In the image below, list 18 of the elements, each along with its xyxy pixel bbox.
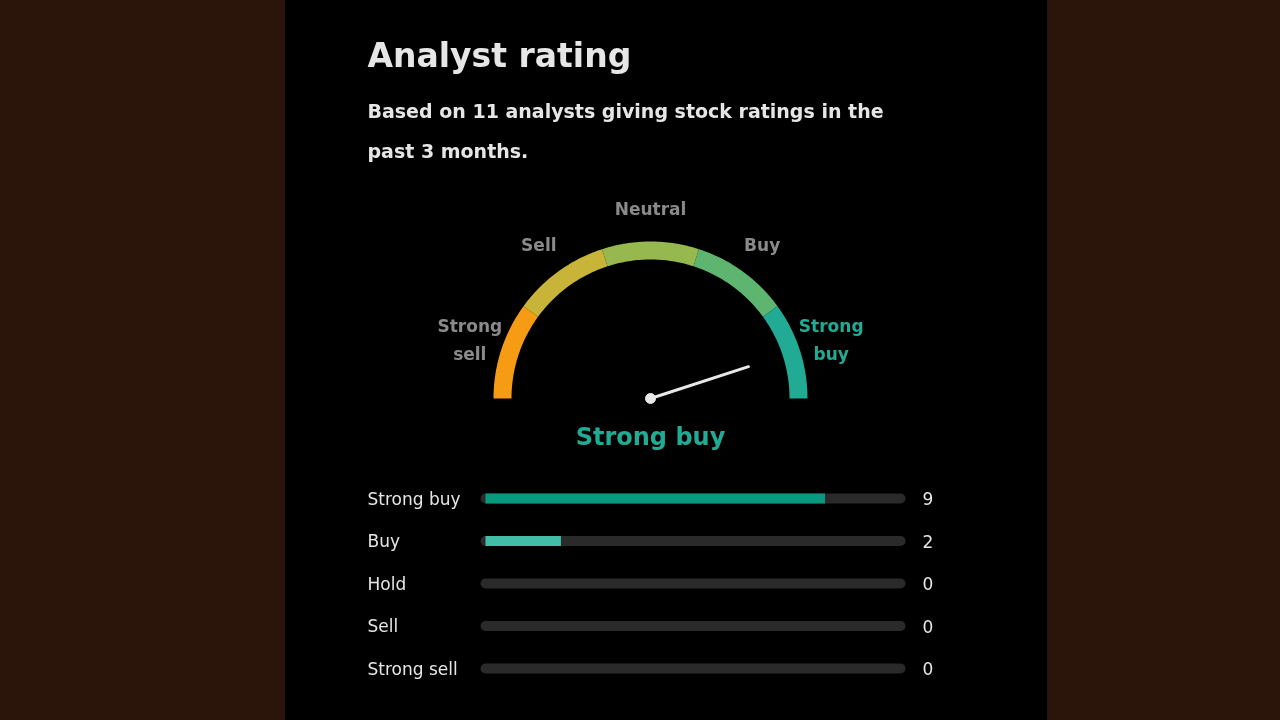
data-label: 0 <box>922 574 934 594</box>
y-tick-label: Strong sell <box>367 658 458 679</box>
y-tick-label: Hold <box>367 573 407 594</box>
data-label: 9 <box>922 489 934 509</box>
text: Strong buy <box>575 422 726 451</box>
y-tick-label: Buy <box>367 531 400 551</box>
y-tick-label: Sell <box>367 616 399 636</box>
y-tick-label: Strong buy <box>367 488 461 509</box>
slice-label: Strong buy <box>798 315 864 364</box>
data-label: 0 <box>922 659 934 679</box>
data-label: 2 <box>922 531 934 552</box>
chart-title: Analyst rating <box>367 36 632 75</box>
slice-label: Buy <box>744 234 781 255</box>
slice-label: Strong sell <box>437 315 503 364</box>
slice-label: Sell <box>521 234 557 255</box>
chart-subtitle: Based on 11 analysts giving stock ratings in the past 3 months. <box>367 99 884 162</box>
data-label: 0 <box>922 616 934 637</box>
slice-label: Neutral <box>614 198 687 219</box>
